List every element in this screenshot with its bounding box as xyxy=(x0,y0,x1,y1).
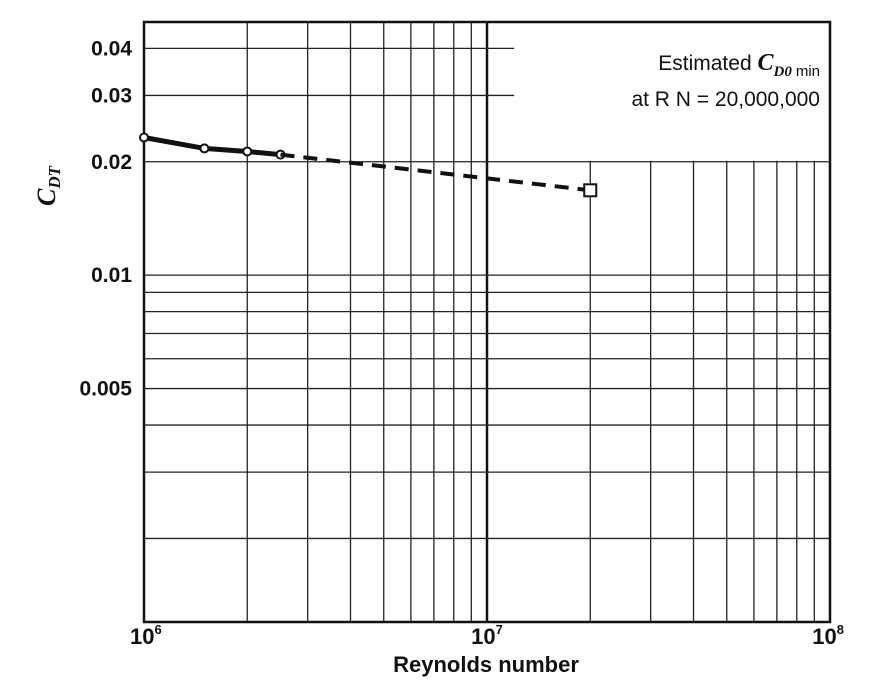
measured-line xyxy=(143,135,281,158)
y-tick-label: 0.01 xyxy=(91,264,132,287)
y-axis-label-main: C xyxy=(32,188,61,206)
data-point xyxy=(242,146,253,157)
x-tick-exponent: 8 xyxy=(837,622,844,637)
x-tick-labels: 106 107 108 xyxy=(130,622,844,649)
x-tick-exponent: 6 xyxy=(154,622,161,637)
data-point xyxy=(139,132,149,143)
y-tick-label: 0.02 xyxy=(91,151,132,174)
annotation-line-1: Estimated CD0 min xyxy=(658,50,820,80)
x-tick-exponent: 7 xyxy=(496,622,503,637)
x-tick-base: 10 xyxy=(812,624,836,649)
x-tick-base: 10 xyxy=(471,624,495,649)
y-tick-labels: 0.04 0.03 0.02 0.01 0.005 xyxy=(79,37,132,400)
y-tick-label: 0.005 xyxy=(79,378,132,401)
x-tick-base: 10 xyxy=(130,624,154,649)
annotation-line-2: at R N = 20,000,000 xyxy=(631,88,820,111)
annotation-symbol: C xyxy=(757,50,774,76)
data-point xyxy=(199,143,210,154)
x-axis-label: Reynolds number xyxy=(393,652,579,677)
y-tick-label: 0.04 xyxy=(91,37,132,60)
estimate-point xyxy=(583,183,598,198)
annotation-symbol-min: min xyxy=(796,63,820,80)
y-axis-label-sub: DT xyxy=(45,165,64,189)
x-tick-label: 107 xyxy=(471,622,503,649)
x-tick-label: 106 xyxy=(130,622,162,649)
plot-frame xyxy=(142,20,832,624)
annotation-box xyxy=(514,23,829,161)
extrapolated-line xyxy=(280,152,591,193)
annotation-prefix: Estimated xyxy=(658,52,757,75)
x-tick-label: 108 xyxy=(812,622,844,649)
series-layer xyxy=(139,132,598,198)
y-tick-label: 0.03 xyxy=(91,84,132,107)
annotation-symbol-sub: D0 xyxy=(772,64,792,80)
y-axis-label: CDT xyxy=(32,165,64,206)
